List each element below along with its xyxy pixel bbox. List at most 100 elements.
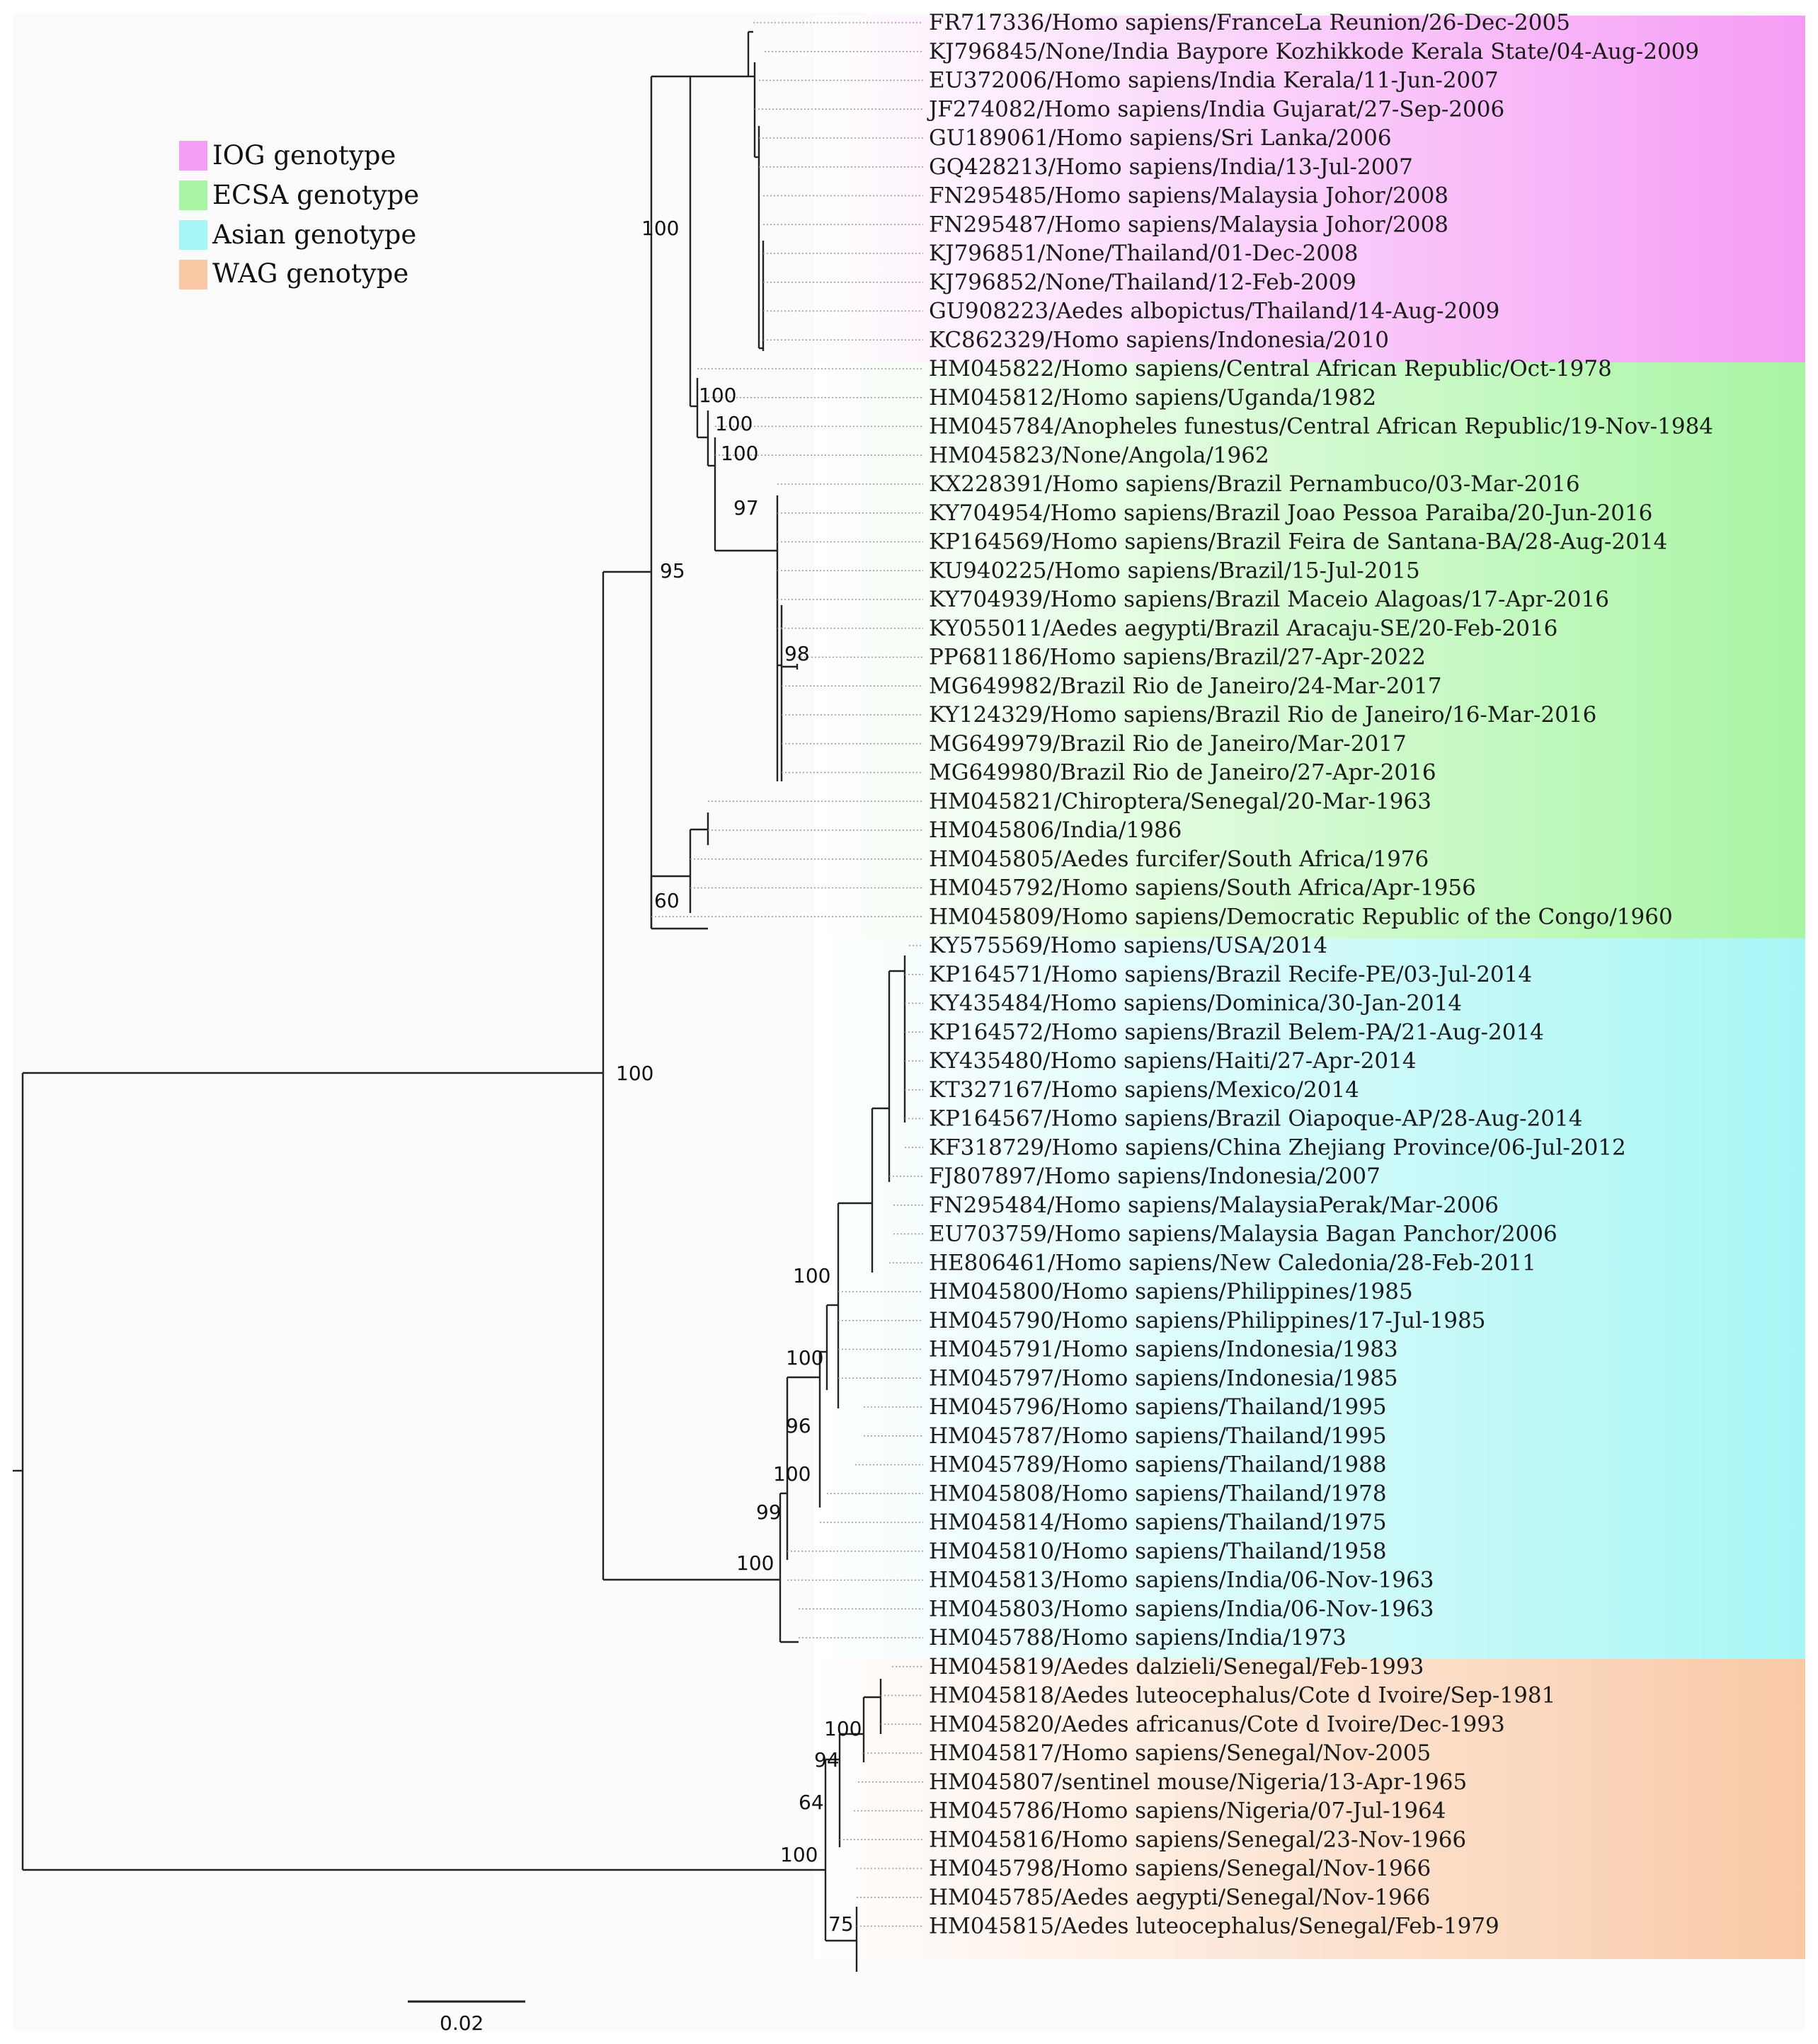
tip-label: HM045792/Homo sapiens/South Africa/Apr-1…: [929, 875, 1476, 901]
bootstrap-label: 96: [786, 1414, 811, 1437]
tip-label: MG649982/Brazil Rio de Janeiro/24-Mar-20…: [929, 673, 1442, 699]
tip-label: HM045818/Aedes luteocephalus/Cote d Ivoi…: [929, 1683, 1555, 1709]
tip-label: KP164571/Homo sapiens/Brazil Recife-PE/0…: [929, 962, 1532, 987]
tip-label: HM045796/Homo sapiens/Thailand/1995: [929, 1394, 1387, 1420]
legend-label-asian: Asian genotype: [212, 219, 416, 250]
legend-label-iog: IOG genotype: [212, 140, 396, 171]
scale-bar-label: 0.02: [440, 2011, 484, 2035]
bootstrap-label: 100: [780, 1843, 818, 1866]
tip-label: KP164569/Homo sapiens/Brazil Feira de Sa…: [929, 529, 1667, 555]
tip-label: HM045800/Homo sapiens/Philippines/1985: [929, 1279, 1413, 1304]
tip-label: HE806461/Homo sapiens/New Caledonia/28-F…: [929, 1250, 1536, 1275]
bootstrap-label: 100: [641, 217, 679, 240]
tip-label: FR717336/Homo sapiens/FranceLa Reunion/2…: [929, 10, 1570, 35]
bootstrap-label: 75: [828, 1912, 854, 1936]
legend-swatch-ecsa: [179, 180, 207, 210]
tip-label: GU189061/Homo sapiens/Sri Lanka/2006: [929, 125, 1392, 151]
tip-label: HM045819/Aedes dalzieli/Senegal/Feb-1993: [929, 1654, 1424, 1680]
tip-label: KJ796851/None/Thailand/01-Dec-2008: [929, 241, 1358, 266]
tip-label: HM045823/None/Angola/1962: [929, 442, 1269, 468]
tip-label: KX228391/Homo sapiens/Brazil Pernambuco/…: [929, 471, 1580, 497]
tip-label: HM045808/Homo sapiens/Thailand/1978: [929, 1481, 1387, 1506]
tip-label: HM045809/Homo sapiens/Democratic Republi…: [929, 904, 1673, 929]
legend-label-ecsa: ECSA genotype: [212, 180, 419, 210]
tip-label: HM045816/Homo sapiens/Senegal/23-Nov-196…: [929, 1827, 1466, 1852]
tip-label: HM045815/Aedes luteocephalus/Senegal/Feb…: [929, 1914, 1499, 1939]
tip-label: EU703759/Homo sapiens/Malaysia Bagan Pan…: [929, 1222, 1557, 1247]
tree-branches: [13, 30, 906, 1972]
tip-label: HM045784/Anopheles funestus/Central Afri…: [929, 414, 1713, 440]
tip-label: KY435484/Homo sapiens/Dominica/30-Jan-20…: [929, 991, 1462, 1016]
bootstrap-label: 60: [654, 889, 680, 912]
scale-bar: 0.02: [408, 2000, 525, 2035]
tip-label: HM045820/Aedes africanus/Cote d Ivoire/D…: [929, 1711, 1505, 1737]
tip-label: KC862329/Homo sapiens/Indonesia/2010: [929, 327, 1389, 352]
tip-label: HM045813/Homo sapiens/India/06-Nov-1963: [929, 1568, 1434, 1593]
bootstrap-label: 100: [824, 1717, 862, 1740]
tip-label: HM045812/Homo sapiens/Uganda/1982: [929, 385, 1376, 410]
bootstrap-label: 100: [786, 1346, 823, 1370]
tip-label: KY704939/Homo sapiens/Brazil Maceio Alag…: [929, 587, 1609, 612]
tip-label: HM045791/Homo sapiens/Indonesia/1983: [929, 1337, 1398, 1362]
tip-label: HM045806/India/1986: [929, 817, 1182, 843]
tip-label: FN295485/Homo sapiens/Malaysia Johor/200…: [929, 183, 1448, 209]
tip-label: KP164572/Homo sapiens/Brazil Belem-PA/21…: [929, 1019, 1544, 1045]
tip-label: KU940225/Homo sapiens/Brazil/15-Jul-2015: [929, 558, 1420, 583]
bootstrap-label: 99: [756, 1500, 782, 1524]
bootstrap-label: 94: [814, 1748, 840, 1772]
bootstrap-label: 100: [616, 1062, 653, 1085]
bootstrap-label: 100: [699, 384, 736, 407]
tip-label: HM045788/Homo sapiens/India/1973: [929, 1625, 1347, 1650]
bootstrap-label: 98: [784, 642, 810, 665]
bootstrap-label: 100: [736, 1551, 774, 1575]
bootstrap-label: 100: [715, 412, 753, 435]
tip-label: KY124329/Homo sapiens/Brazil Rio de Jane…: [929, 702, 1596, 728]
tip-labels: FR717336/Homo sapiens/FranceLa Reunion/2…: [927, 10, 1713, 1939]
iog-band: [814, 16, 1805, 362]
tip-connector-lines: [651, 22, 923, 1927]
bootstrap-label: 95: [660, 559, 685, 582]
tip-label: MG649979/Brazil Rio de Janeiro/Mar-2017: [929, 731, 1407, 757]
tip-label: KY575569/Homo sapiens/USA/2014: [929, 933, 1327, 958]
tip-label: HM045797/Homo sapiens/Indonesia/1985: [929, 1365, 1398, 1391]
tip-label: HM045814/Homo sapiens/Thailand/1975: [929, 1510, 1387, 1535]
tip-label: FN295484/Homo sapiens/MalaysiaPerak/Mar-…: [929, 1193, 1499, 1218]
tip-label: KY055011/Aedes aegypti/Brazil Aracaju-SE…: [929, 616, 1557, 641]
tip-label: KJ796852/None/Thailand/12-Feb-2009: [929, 270, 1356, 295]
tip-label: HM045798/Homo sapiens/Senegal/Nov-1966: [929, 1856, 1431, 1881]
bootstrap-label: 100: [721, 442, 758, 465]
legend-swatch-asian: [179, 220, 207, 250]
tip-label: HM045807/sentinel mouse/Nigeria/13-Apr-1…: [929, 1769, 1467, 1795]
legend-swatch-iog: [179, 141, 207, 171]
tip-label: EU372006/Homo sapiens/India Kerala/11-Ju…: [929, 68, 1499, 93]
tip-label: HM045787/Homo sapiens/Thailand/1995: [929, 1423, 1387, 1449]
clade-color-bands: [814, 16, 1805, 1959]
tip-label: KJ796845/None/India Baypore Kozhikkode K…: [929, 39, 1699, 64]
tip-label: FN295487/Homo sapiens/Malaysia Johor/200…: [929, 212, 1448, 237]
tip-label: MG649980/Brazil Rio de Janeiro/27-Apr-20…: [929, 760, 1436, 786]
tip-label: KP164567/Homo sapiens/Brazil Oiapoque-AP…: [929, 1106, 1582, 1132]
tip-label: HM045810/Homo sapiens/Thailand/1958: [929, 1539, 1387, 1564]
legend-swatch-wag: [179, 260, 207, 289]
tip-label: HM045821/Chiroptera/Senegal/20-Mar-1963: [929, 788, 1431, 814]
tip-label: PP681186/Homo sapiens/Brazil/27-Apr-2022: [929, 645, 1426, 670]
tip-label: KF318729/Homo sapiens/China Zhejiang Pro…: [929, 1135, 1626, 1160]
bootstrap-values: 100 100 100 100 97 95 98 60 100 100 100 …: [616, 217, 862, 1936]
legend: IOG genotype ECSA genotype Asian genotyp…: [179, 140, 419, 289]
tip-label: JF274082/Homo sapiens/India Gujarat/27-S…: [927, 96, 1504, 122]
legend-label-wag: WAG genotype: [212, 258, 408, 289]
tip-label: HM045805/Aedes furcifer/South Africa/197…: [929, 846, 1429, 872]
wag-band: [814, 1659, 1805, 1959]
tip-label: HM045790/Homo sapiens/Philippines/17-Jul…: [929, 1308, 1485, 1333]
ecsa-band: [814, 362, 1805, 938]
tip-label: KY435480/Homo sapiens/Haiti/27-Apr-2014: [929, 1048, 1417, 1074]
bootstrap-label: 100: [793, 1264, 830, 1287]
tip-label: KT327167/Homo sapiens/Mexico/2014: [929, 1077, 1359, 1103]
tip-label: HM045786/Homo sapiens/Nigeria/07-Jul-196…: [929, 1798, 1446, 1824]
bootstrap-label: 100: [773, 1462, 811, 1486]
tip-label: KY704954/Homo sapiens/Brazil Joao Pessoa…: [929, 500, 1652, 526]
tip-label: HM045785/Aedes aegypti/Senegal/Nov-1966: [929, 1885, 1430, 1910]
tip-label: HM045789/Homo sapiens/Thailand/1988: [929, 1452, 1387, 1478]
tip-label: FJ807897/Homo sapiens/Indonesia/2007: [929, 1164, 1380, 1189]
